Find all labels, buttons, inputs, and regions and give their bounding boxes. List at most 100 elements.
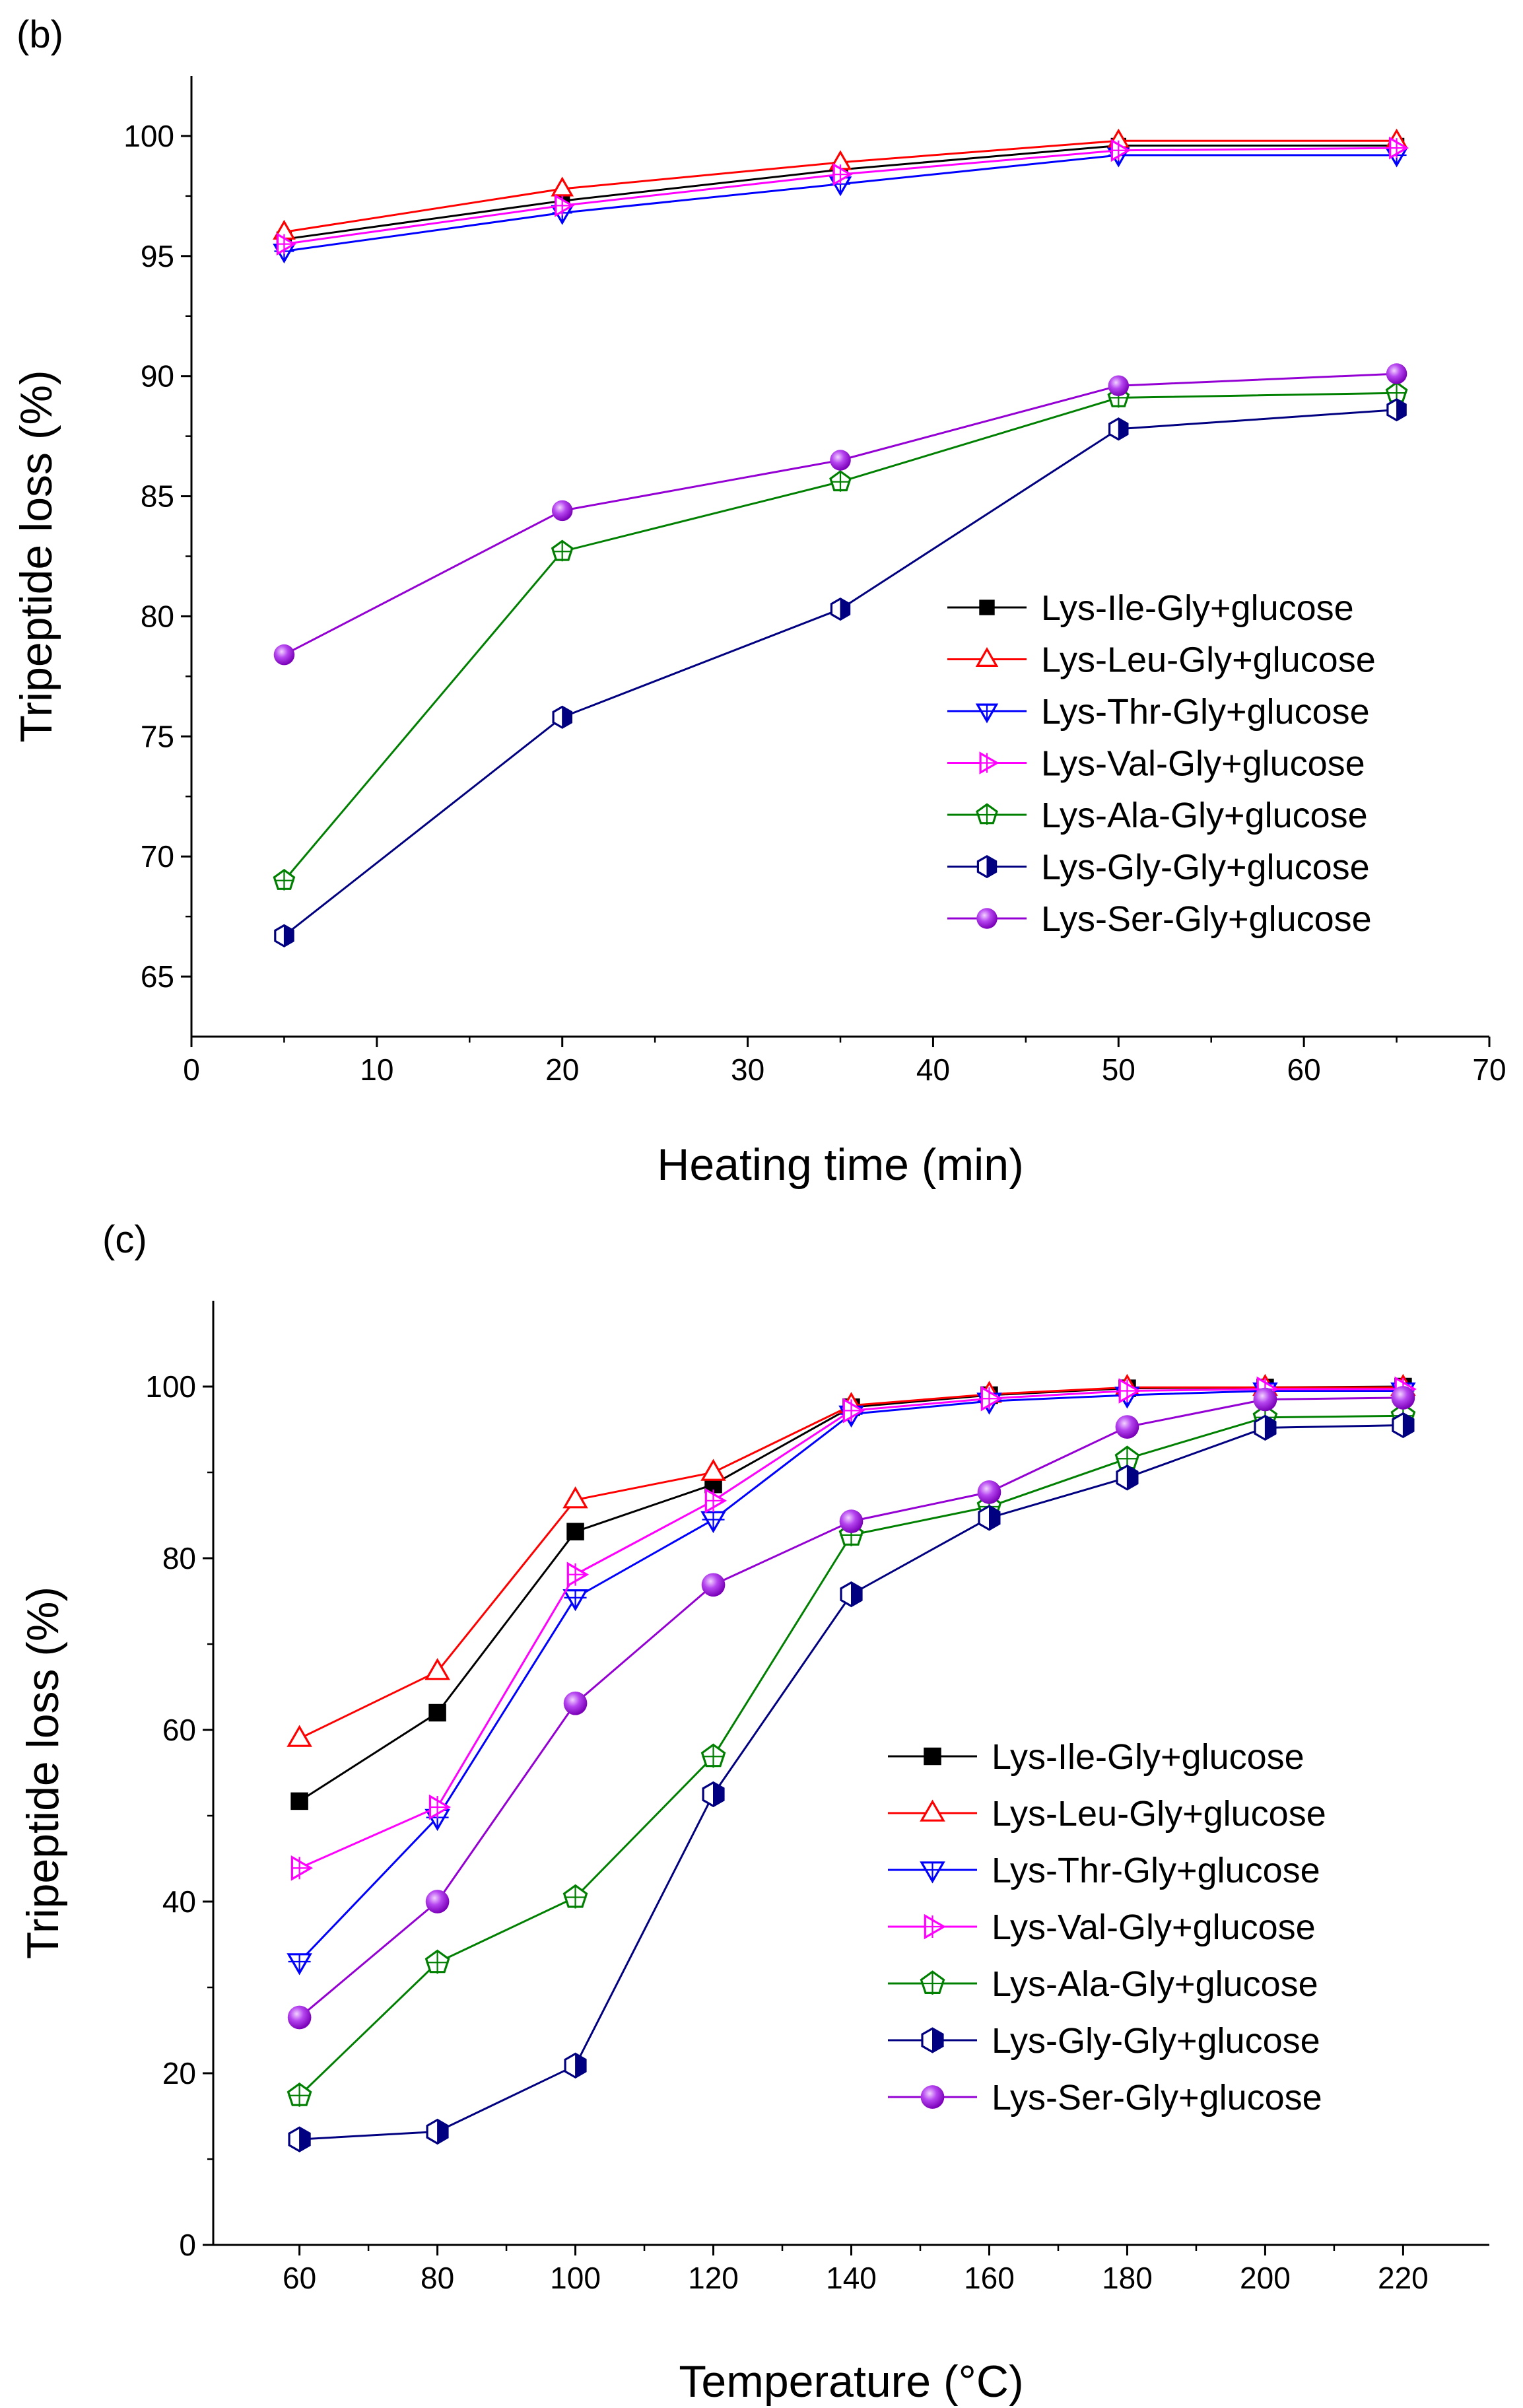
data-point: [980, 1385, 1003, 1412]
legend-label: Lys-Ser-Gly+glucose: [992, 2078, 1322, 2117]
x-tick-label: 120: [688, 2261, 739, 2295]
legend-label: Lys-Ser-Gly+glucose: [1041, 899, 1372, 939]
data-point: [700, 1459, 726, 1481]
data-point: [1253, 1387, 1277, 1412]
legend-item: Lys-Thr-Gly+glucose: [888, 1851, 1320, 1890]
data-point: [555, 194, 575, 217]
series-lys-gly-gly-glucose: [288, 1412, 1415, 2152]
series-line: [298, 1386, 1404, 1740]
legend-marker: [920, 1799, 945, 1822]
data-point: [552, 705, 573, 729]
data-point: [287, 2082, 312, 2107]
legend-marker: [921, 2027, 944, 2053]
data-point: [566, 1562, 590, 1587]
x-tick-label: 60: [283, 2261, 316, 2295]
data-point: [1392, 1412, 1415, 1439]
data-point: [424, 1949, 450, 1974]
y-tick-label: 60: [162, 1713, 196, 1747]
data-point: [287, 1725, 312, 1747]
data-point: [700, 1743, 726, 1768]
data-point: [564, 2052, 587, 2079]
legend-item: Lys-Ile-Gly+glucose: [888, 1737, 1304, 1777]
y-tick-label: 95: [141, 239, 174, 273]
legend-item: Lys-Leu-Gly+glucose: [947, 640, 1376, 680]
data-point: [1108, 375, 1130, 396]
legend-b: Lys-Ile-Gly+glucose Lys-Leu-Gly+glucose Ly…: [947, 588, 1376, 939]
data-point: [702, 1781, 725, 1808]
x-tick-label: 40: [916, 1052, 950, 1087]
legend-marker: [924, 1913, 946, 1940]
y-axis-title-b: Tripeptide loss (%): [11, 370, 61, 742]
legend-marker: [920, 1861, 945, 1884]
legend-label: Lys-Val-Gly+glucose: [1041, 744, 1365, 784]
legend-marker: [920, 1970, 945, 1995]
data-point: [273, 868, 296, 891]
y-tick-label: 85: [141, 479, 174, 514]
y-tick-label: 20: [162, 2056, 196, 2090]
data-point: [830, 450, 851, 471]
legend-item: Lys-Ser-Gly+glucose: [947, 899, 1372, 939]
data-point: [978, 1505, 1001, 1531]
legend-item: Lys-Ile-Gly+glucose: [947, 588, 1354, 628]
legend-label: Lys-Ile-Gly+glucose: [1041, 588, 1354, 628]
data-point: [562, 1486, 588, 1509]
legend-marker: [979, 751, 999, 774]
data-point: [704, 1488, 728, 1514]
data-point: [1391, 1386, 1415, 1410]
data-point: [1389, 136, 1409, 160]
series-lys-leu-gly-glucose: [287, 1373, 1416, 1747]
y-tick-label: 100: [145, 1369, 196, 1404]
data-point: [276, 232, 296, 256]
data-point: [551, 500, 573, 522]
data-point: [1386, 363, 1407, 384]
y-tick-label: 65: [141, 959, 174, 994]
data-point: [287, 2005, 312, 2030]
legend-item: Lys-Gly-Gly+glucose: [947, 848, 1370, 887]
data-point: [425, 1890, 450, 1913]
legend-label: Lys-Ile-Gly+glucose: [992, 1737, 1304, 1777]
legend-marker: [975, 646, 999, 668]
y-tick-label: 80: [162, 1541, 196, 1575]
data-point: [424, 1658, 450, 1680]
y-tick-label: 70: [141, 839, 174, 874]
legend-item: Lys-Val-Gly+glucose: [888, 1908, 1316, 1947]
data-point: [1110, 139, 1131, 162]
legend-item: Lys-Val-Gly+glucose: [947, 744, 1365, 784]
legend-item: Lys-Leu-Gly+glucose: [888, 1794, 1326, 1834]
legend-marker: [976, 854, 998, 879]
data-point: [832, 162, 853, 186]
legend-label: Lys-Ala-Gly+glucose: [992, 1964, 1318, 2004]
legend-item: Lys-Ala-Gly+glucose: [947, 796, 1368, 835]
series-lys-ser-gly-glucose: [273, 363, 1407, 666]
y-axis-title-c: Tripeptide loss (%): [18, 1587, 68, 1959]
series-lys-val-gly-glucose: [290, 1376, 1417, 1881]
legend-marker: [979, 600, 995, 615]
legend-label: Lys-Gly-Gly+glucose: [992, 2021, 1320, 2061]
x-axis-title-c: Temperature (°C): [679, 2356, 1023, 2407]
legend-label: Lys-Ala-Gly+glucose: [1041, 796, 1368, 835]
x-tick-label: 50: [1102, 1052, 1135, 1087]
panel-label-b: (b): [17, 13, 63, 56]
legend-item: Lys-Thr-Gly+glucose: [947, 692, 1370, 732]
series-lys-val-gly-glucose: [276, 136, 1409, 256]
legend-label: Lys-Val-Gly+glucose: [992, 1908, 1316, 1947]
y-tick-label: 90: [141, 359, 174, 394]
panel-label-c: (c): [102, 1218, 147, 1261]
data-point: [839, 1509, 863, 1533]
data-point: [428, 1794, 452, 1820]
legend-item: Lys-Ser-Gly+glucose: [888, 2078, 1322, 2117]
data-point: [1115, 1415, 1139, 1439]
x-tick-label: 160: [964, 2261, 1015, 2295]
x-tick-label: 220: [1378, 2261, 1429, 2295]
series-lys-ala-gly-glucose: [273, 381, 1408, 891]
y-tick-label: 100: [123, 119, 174, 153]
legend-label: Lys-Gly-Gly+glucose: [1041, 848, 1370, 887]
legend-c: Lys-Ile-Gly+glucose Lys-Leu-Gly+glucose Ly…: [888, 1737, 1326, 2117]
data-point: [829, 470, 852, 492]
data-point: [287, 1953, 312, 1976]
legend-label: Lys-Thr-Gly+glucose: [992, 1851, 1320, 1890]
y-tick-label: 75: [141, 719, 174, 753]
y-tick-label: 80: [141, 599, 174, 633]
y-tick-label: 40: [162, 1884, 196, 1919]
